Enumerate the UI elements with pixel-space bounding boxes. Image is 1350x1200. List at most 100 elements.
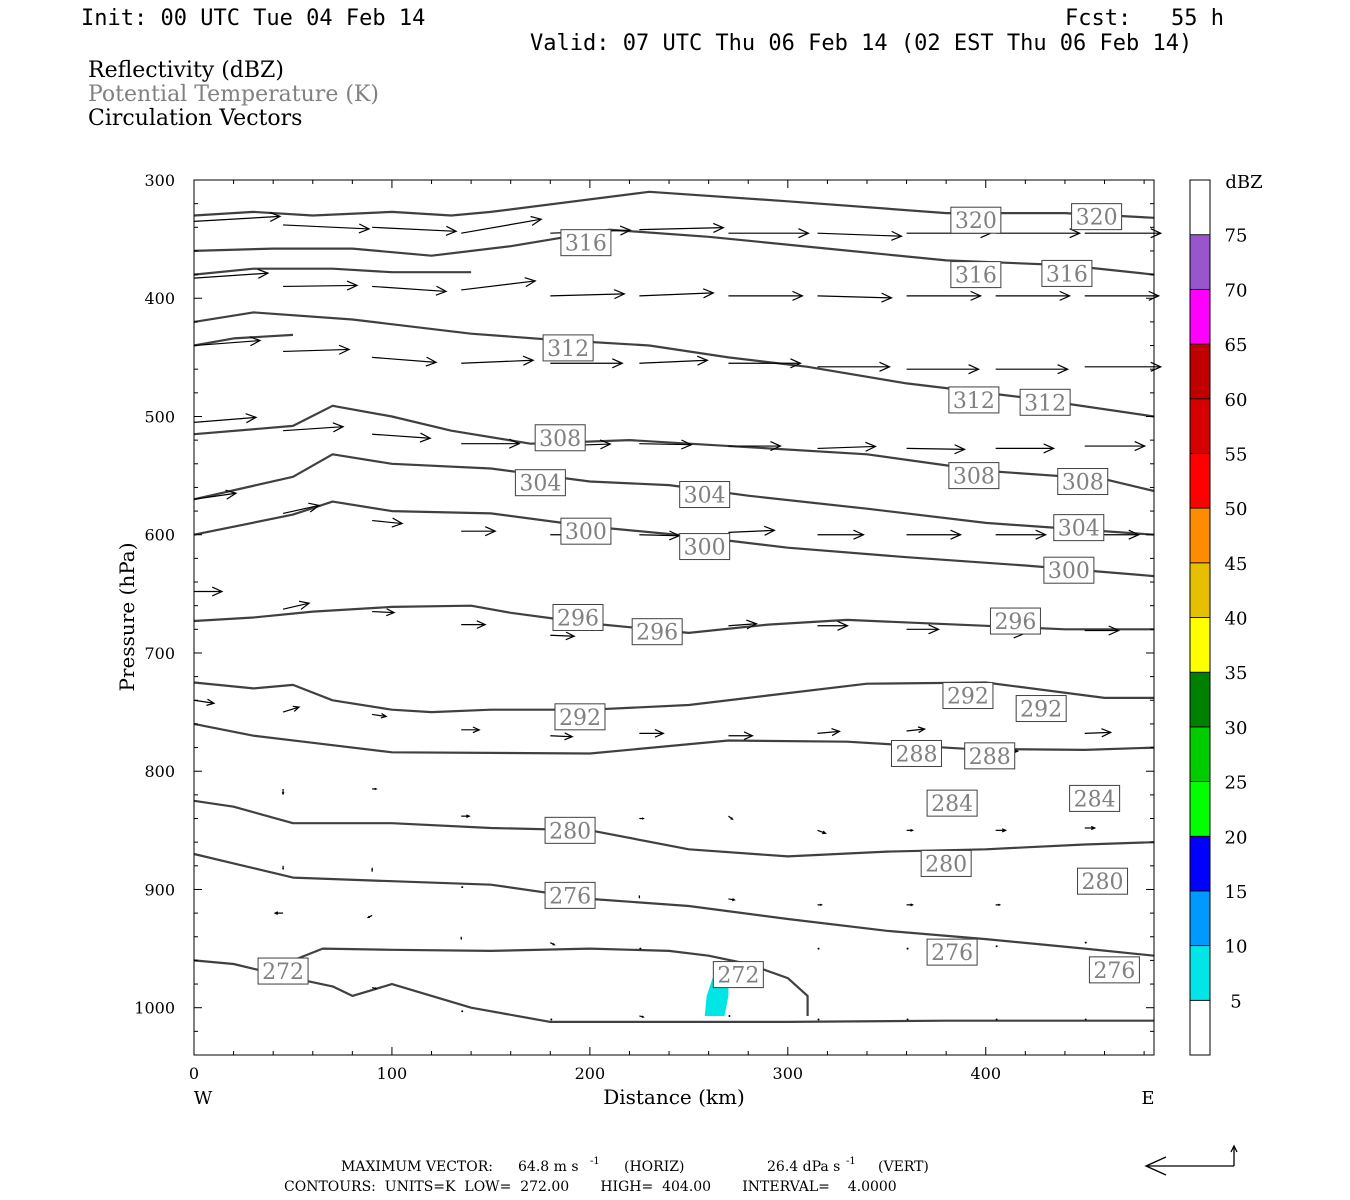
x-tick-label-1: 100 <box>377 1064 408 1083</box>
vector-114 <box>1084 1018 1087 1021</box>
theta-contour-7 <box>193 500 1155 578</box>
theta-contour-3 <box>193 311 1155 418</box>
theta-label-22: 292 <box>1015 695 1067 723</box>
vector-102 <box>817 947 820 950</box>
theta-contour-11 <box>193 799 1155 858</box>
theta-label-30: 276 <box>544 881 596 909</box>
vector-14 <box>461 277 537 291</box>
reference-vector-icon <box>1144 1144 1238 1176</box>
vector-57 <box>372 608 396 617</box>
vector-52 <box>906 529 963 540</box>
vector-23 <box>283 344 351 355</box>
vector-20 <box>995 290 1072 301</box>
vector-79 <box>461 814 471 818</box>
svg-text:304: 304 <box>684 484 726 509</box>
vector-71 <box>639 729 665 738</box>
colorbar-label-1: 10 <box>1225 937 1248 958</box>
svg-text:272: 272 <box>262 960 304 985</box>
vector-1 <box>283 223 371 234</box>
svg-text:-1: -1 <box>846 1156 856 1167</box>
vector-47 <box>461 526 497 537</box>
theta-contour-12 <box>193 852 1155 957</box>
vector-104 <box>995 945 998 948</box>
theta-contour-14 <box>292 947 809 1016</box>
vector-100 <box>550 942 556 946</box>
vector-56 <box>282 600 311 610</box>
theta-label-12: 304 <box>679 481 731 509</box>
svg-text:300: 300 <box>684 536 726 561</box>
vector-99 <box>460 936 463 941</box>
vector-89 <box>461 886 464 889</box>
forecast-hour: Fcst: 55 h <box>1065 6 1224 31</box>
svg-text:(VERT): (VERT) <box>878 1159 929 1175</box>
vector-65 <box>1084 625 1121 636</box>
svg-text:300: 300 <box>1048 559 1090 584</box>
colorbar-label-2: 15 <box>1225 882 1248 903</box>
vector-55 <box>194 586 224 597</box>
vector-3 <box>461 215 543 234</box>
svg-text:280: 280 <box>1082 870 1124 895</box>
theta-label-14: 300 <box>560 517 612 545</box>
svg-text:304: 304 <box>519 472 561 497</box>
vector-93 <box>817 903 823 907</box>
x-tick-label-0: 0 <box>189 1064 199 1083</box>
vector-58 <box>461 620 487 629</box>
y-axis-label: Pressure (hPa) <box>115 543 139 692</box>
vector-67 <box>282 705 301 713</box>
vector-24 <box>372 356 438 367</box>
theta-label-1: 320 <box>1071 203 1123 231</box>
vector-0 <box>193 211 282 222</box>
theta-label-8: 308 <box>534 424 586 452</box>
svg-text:288: 288 <box>895 742 937 767</box>
y-tick-label-2: 500 <box>144 407 175 426</box>
theta-label-7: 312 <box>1019 388 1071 416</box>
west-label: W <box>194 1088 213 1109</box>
theta-label-21: 292 <box>942 682 994 710</box>
vector-39 <box>728 440 782 452</box>
vector-92 <box>728 898 736 902</box>
vector-85 <box>995 828 1008 833</box>
colorbar-swatch-15 <box>1189 179 1211 236</box>
vector-43 <box>1084 440 1147 452</box>
svg-text:296: 296 <box>994 610 1036 635</box>
vector-61 <box>728 619 758 630</box>
colorbar: 5 10 15 20 25 30 35 40 45 50 55 60 65 70 75 <box>1189 179 1248 1056</box>
vector-101 <box>639 947 642 950</box>
svg-text:316: 316 <box>565 232 607 257</box>
vector-74 <box>906 726 927 734</box>
theta-contour-13 <box>193 959 1154 1023</box>
vector-40 <box>817 441 877 452</box>
theta-label-18: 296 <box>631 618 683 646</box>
colorbar-swatch-12 <box>1189 343 1211 400</box>
colorbar-label-12: 65 <box>1225 335 1248 356</box>
vector-68 <box>372 713 388 719</box>
svg-text:(HORIZ): (HORIZ) <box>624 1159 684 1175</box>
theta-label-16: 300 <box>1043 556 1095 584</box>
theta-label-20: 292 <box>554 703 606 731</box>
vector-26 <box>550 358 624 369</box>
y-tick-label-6: 900 <box>144 880 175 899</box>
theta-label-29: 280 <box>1077 867 1129 895</box>
vector-34 <box>283 422 345 433</box>
colorbar-swatch-0 <box>1189 999 1211 1056</box>
y-tick-label-4: 700 <box>144 644 175 663</box>
svg-text:292: 292 <box>1020 698 1062 723</box>
vector-22 <box>193 336 262 347</box>
init-time: Init: 00 UTC Tue 04 Feb 14 <box>81 6 426 31</box>
colorbar-label-4: 25 <box>1225 773 1248 794</box>
x-axis-label: Distance (km) <box>603 1085 745 1109</box>
colorbar-label-13: 70 <box>1225 280 1248 301</box>
vector-76 <box>1084 728 1113 738</box>
footer-max-vector: MAXIMUM VECTOR: 64.8 m s -1 (HORIZ) 26.4… <box>341 1156 929 1175</box>
vector-32 <box>1084 361 1163 372</box>
legend-theta: Potential Temperature (K) <box>88 82 379 107</box>
vector-9 <box>995 228 1082 239</box>
vector-62 <box>817 620 849 631</box>
plot-frame <box>193 179 1155 1056</box>
x-tick-label-4: 400 <box>970 1064 1001 1083</box>
vector-28 <box>728 358 802 369</box>
vector-113 <box>995 1018 998 1021</box>
theta-label-13: 304 <box>1053 514 1105 542</box>
svg-text:300: 300 <box>565 520 607 545</box>
